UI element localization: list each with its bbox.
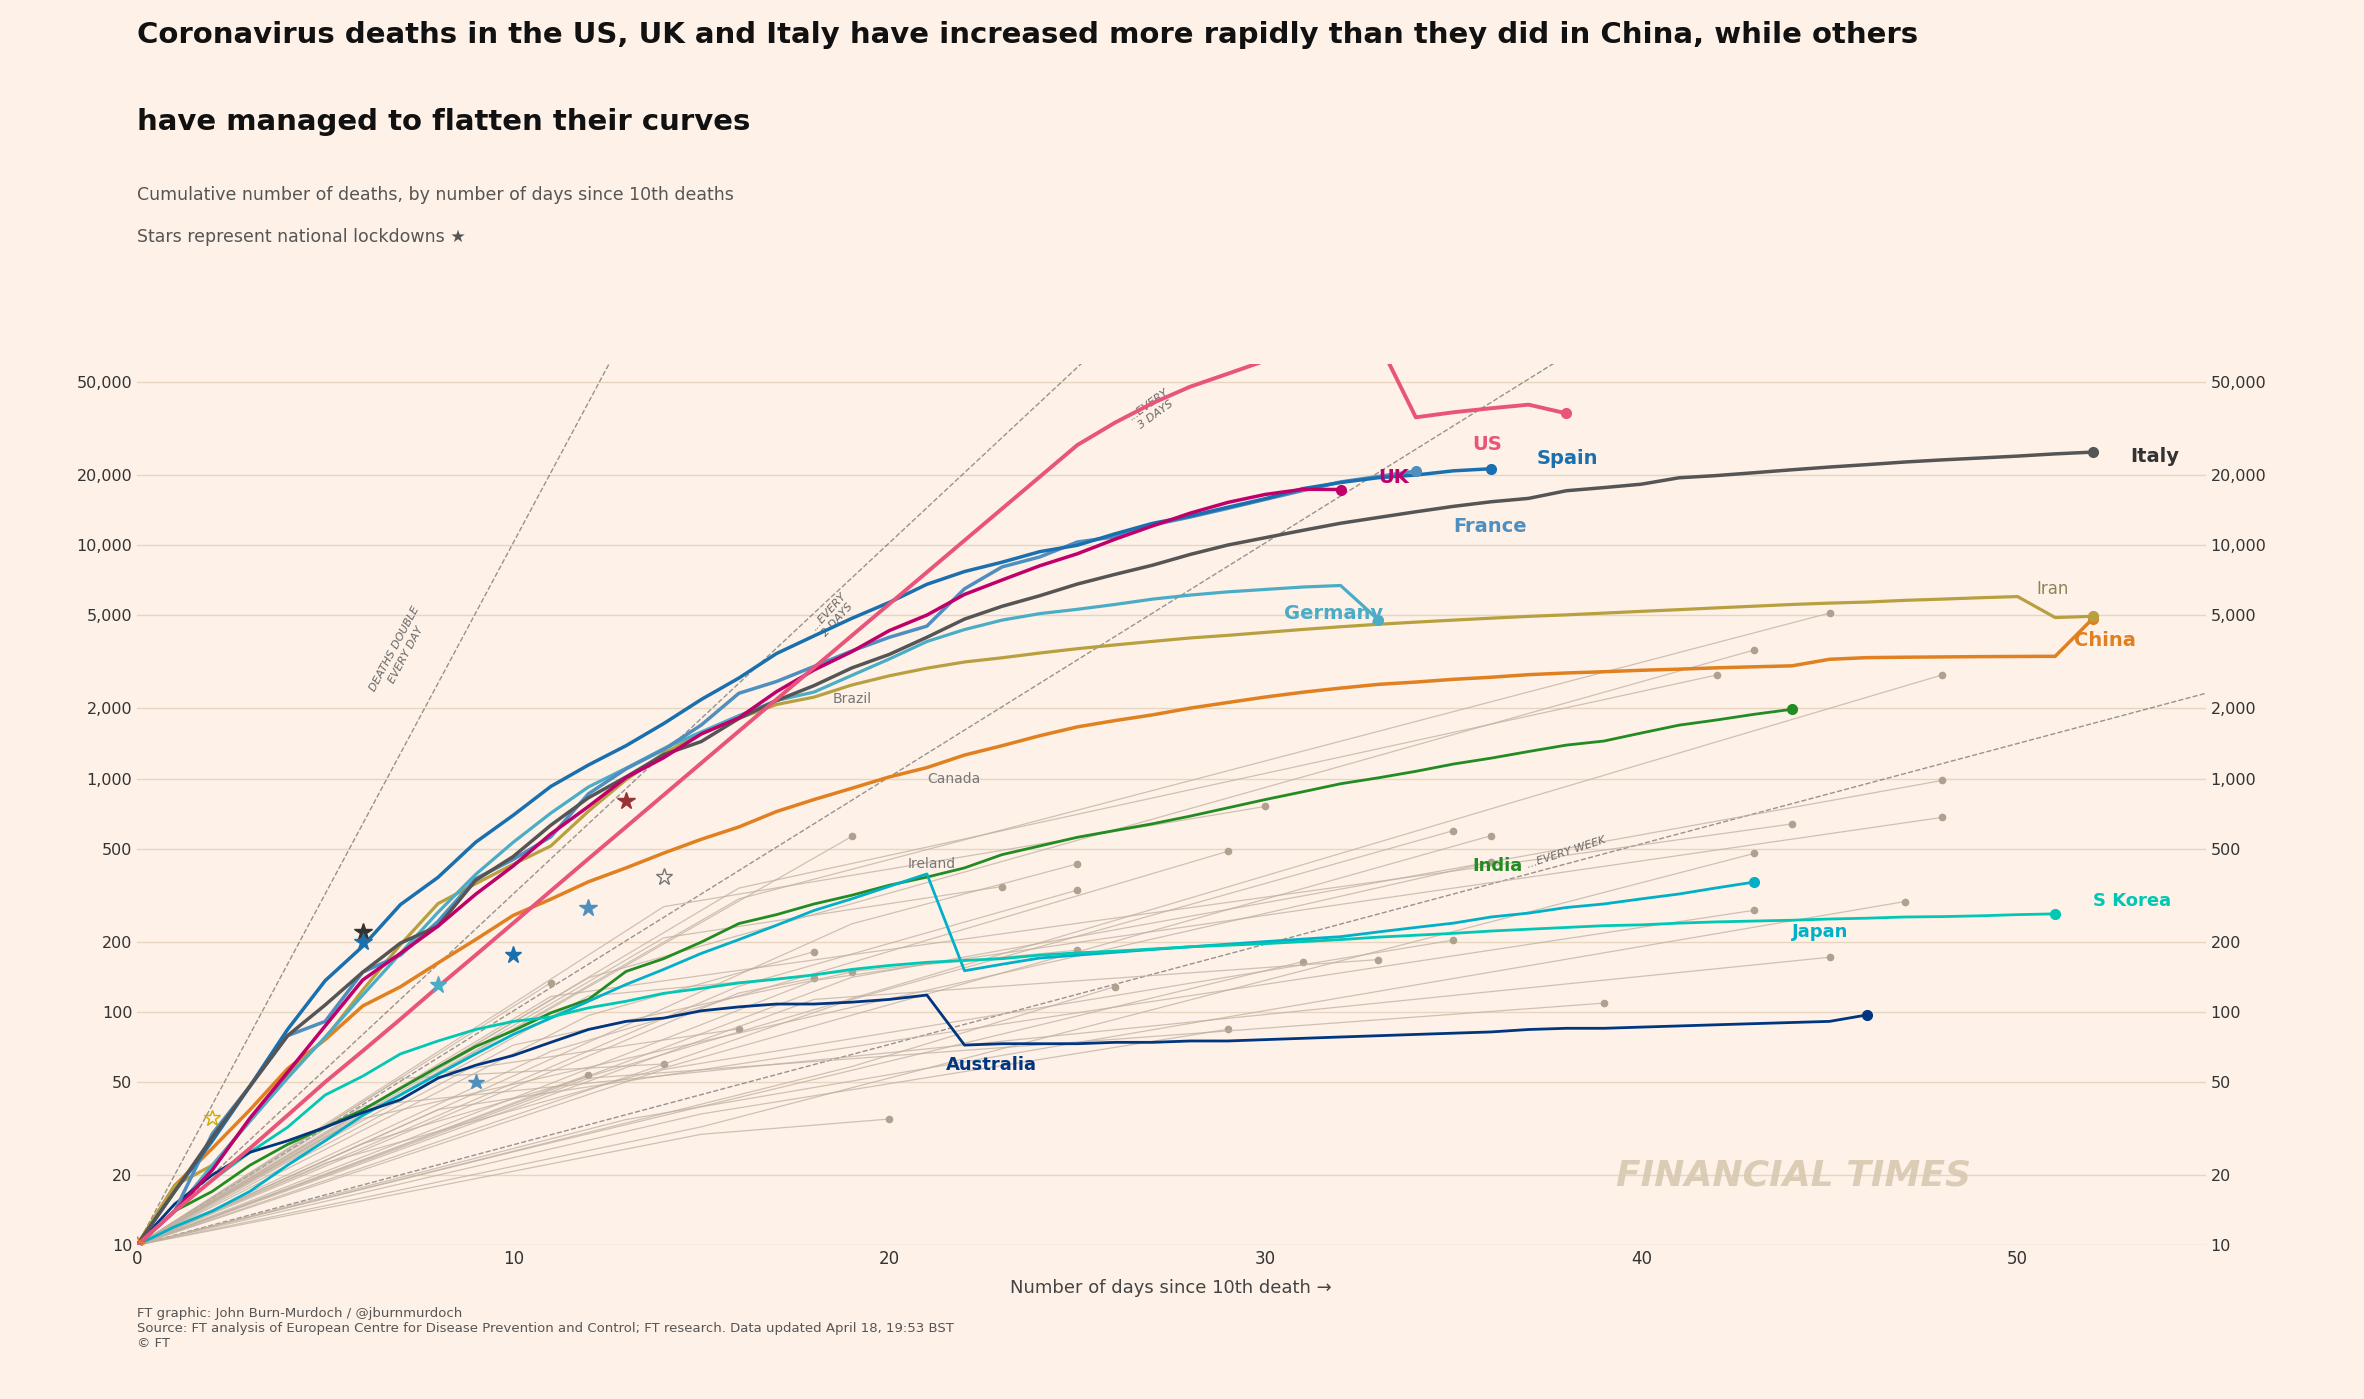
Text: Italy: Italy <box>2130 448 2180 466</box>
Text: S Korea: S Korea <box>2092 891 2170 909</box>
Text: India: India <box>1473 858 1522 876</box>
Text: Stars represent national lockdowns ★: Stars represent national lockdowns ★ <box>137 228 466 246</box>
Text: Ireland: Ireland <box>908 858 955 872</box>
Text: FT graphic: John Burn-Murdoch / @jburnmurdoch
Source: FT analysis of European Ce: FT graphic: John Burn-Murdoch / @jburnmu… <box>137 1307 955 1350</box>
Text: Germany: Germany <box>1284 604 1383 623</box>
Text: ...EVERY WEEK: ...EVERY WEEK <box>1525 835 1608 870</box>
Text: FINANCIAL TIMES: FINANCIAL TIMES <box>1617 1158 1972 1192</box>
Text: Cumulative number of deaths, by number of days since 10th deaths: Cumulative number of deaths, by number o… <box>137 186 733 204</box>
Text: Canada: Canada <box>927 771 981 786</box>
Text: China: China <box>2073 631 2135 651</box>
Text: DEATHS DOUBLE
EVERY DAY: DEATHS DOUBLE EVERY DAY <box>369 604 433 698</box>
Text: UK: UK <box>1378 469 1409 487</box>
Text: France: France <box>1454 518 1527 536</box>
Text: US: US <box>1473 435 1501 455</box>
Text: Coronavirus deaths in the US, UK and Italy have increased more rapidly than they: Coronavirus deaths in the US, UK and Ita… <box>137 21 1917 49</box>
Text: have managed to flatten their curves: have managed to flatten their curves <box>137 108 749 136</box>
Text: ...EVERY
2 DAYS: ...EVERY 2 DAYS <box>808 590 856 641</box>
Text: ...EVERY
3 DAYS: ...EVERY 3 DAYS <box>1128 388 1177 432</box>
Text: Japan: Japan <box>1792 923 1849 942</box>
Text: Iran: Iran <box>2035 581 2068 597</box>
Text: Brazil: Brazil <box>832 691 872 705</box>
Text: Spain: Spain <box>1537 449 1598 469</box>
X-axis label: Number of days since 10th death →: Number of days since 10th death → <box>1009 1279 1333 1297</box>
Text: Australia: Australia <box>946 1056 1038 1074</box>
